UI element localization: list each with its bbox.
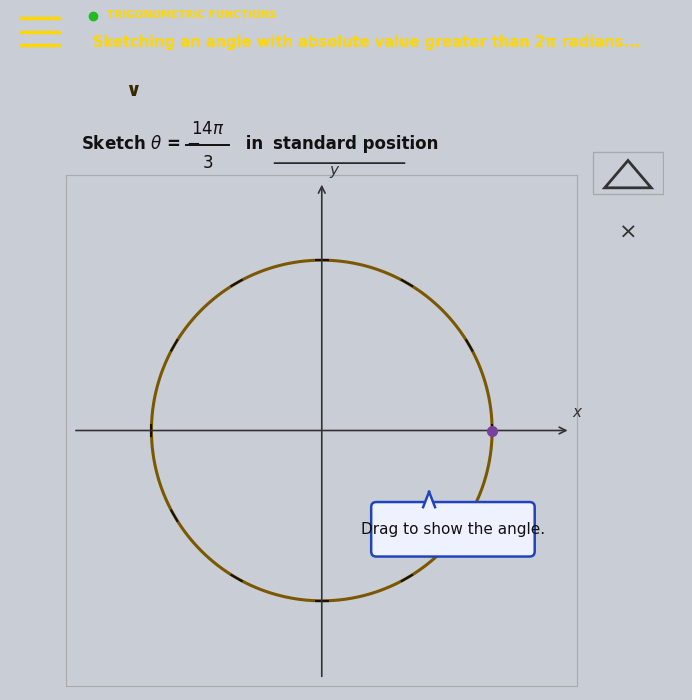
Text: in: in — [240, 135, 264, 153]
Text: $14\pi$: $14\pi$ — [191, 120, 224, 138]
Text: $3$: $3$ — [202, 154, 213, 172]
Text: .: . — [408, 135, 415, 153]
Text: TRIGONOMETRIC FUNCTIONS: TRIGONOMETRIC FUNCTIONS — [107, 10, 277, 20]
Text: Sketching an angle with absolute value greater than 2π radians...: Sketching an angle with absolute value g… — [93, 35, 641, 50]
Text: Drag to show the angle.: Drag to show the angle. — [361, 522, 545, 537]
Text: Sketch $\theta$ = $-$: Sketch $\theta$ = $-$ — [81, 135, 201, 153]
Text: ×: × — [619, 223, 637, 243]
Polygon shape — [423, 492, 435, 507]
Text: $y$: $y$ — [329, 164, 340, 180]
Text: ∨: ∨ — [125, 80, 141, 100]
Text: $x$: $x$ — [572, 405, 584, 420]
FancyBboxPatch shape — [371, 502, 535, 556]
Text: standard position: standard position — [273, 135, 438, 153]
